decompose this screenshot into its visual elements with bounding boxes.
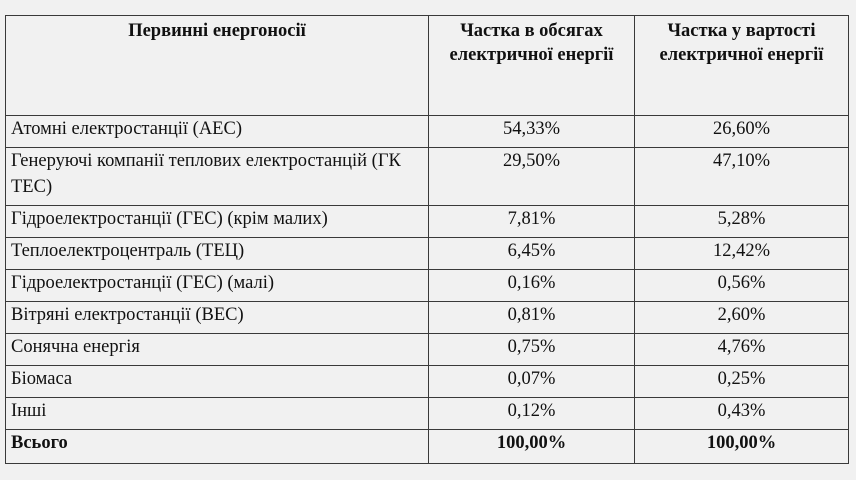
table-row: Інші 0,12% 0,43%	[5, 397, 849, 430]
cell-volume-share: 29,50%	[428, 147, 635, 206]
cell-cost-share: 5,28%	[634, 205, 849, 238]
cell-cost-share: 2,60%	[634, 301, 849, 334]
cell-cost-share: 26,60%	[634, 115, 849, 148]
cell-total-volume: 100,00%	[428, 429, 635, 464]
header-primary-sources: Первинні енергоносії	[5, 15, 429, 116]
cell-cost-share: 4,76%	[634, 333, 849, 366]
header-volume-share: Частка в обсягах електричної енергії	[428, 15, 635, 116]
cell-cost-share: 0,43%	[634, 397, 849, 430]
table-row: Гідроелектростанції (ГЕС) (крім малих) 7…	[5, 205, 849, 238]
cell-volume-share: 7,81%	[428, 205, 635, 238]
cell-source-name: Гідроелектростанції (ГЕС) (крім малих)	[5, 205, 429, 238]
cell-total-label: Всього	[5, 429, 429, 464]
cell-volume-share: 54,33%	[428, 115, 635, 148]
cell-volume-share: 6,45%	[428, 237, 635, 270]
cell-volume-share: 0,81%	[428, 301, 635, 334]
cell-cost-share: 47,10%	[634, 147, 849, 206]
energy-share-table: Первинні енергоносії Частка в обсягах ел…	[5, 15, 849, 464]
cell-volume-share: 0,12%	[428, 397, 635, 430]
cell-cost-share: 0,25%	[634, 365, 849, 398]
cell-total-cost: 100,00%	[634, 429, 849, 464]
table-row: Гідроелектростанції (ГЕС) (малі) 0,16% 0…	[5, 269, 849, 302]
table-row: Атомні електростанції (АЕС) 54,33% 26,60…	[5, 115, 849, 148]
cell-source-name: Атомні електростанції (АЕС)	[5, 115, 429, 148]
cell-cost-share: 12,42%	[634, 237, 849, 270]
cell-source-name: Сонячна енергія	[5, 333, 429, 366]
cell-volume-share: 0,75%	[428, 333, 635, 366]
header-cost-share: Частка у вартості електричної енергії	[634, 15, 849, 116]
cell-source-name: Інші	[5, 397, 429, 430]
cell-volume-share: 0,16%	[428, 269, 635, 302]
table-row: Сонячна енергія 0,75% 4,76%	[5, 333, 849, 366]
cell-source-name: Біомаса	[5, 365, 429, 398]
table-row: Вітряні електростанції (ВЕС) 0,81% 2,60%	[5, 301, 849, 334]
cell-source-name: Теплоелектроцентраль (ТЕЦ)	[5, 237, 429, 270]
cell-source-name: Генеруючі компанії теплових електростанц…	[5, 147, 429, 206]
table-total-row: Всього 100,00% 100,00%	[5, 429, 849, 464]
cell-source-name: Вітряні електростанції (ВЕС)	[5, 301, 429, 334]
cell-volume-share: 0,07%	[428, 365, 635, 398]
table-row: Генеруючі компанії теплових електростанц…	[5, 147, 849, 206]
cell-source-name: Гідроелектростанції (ГЕС) (малі)	[5, 269, 429, 302]
table-row: Теплоелектроцентраль (ТЕЦ) 6,45% 12,42%	[5, 237, 849, 270]
table-header-row: Первинні енергоносії Частка в обсягах ел…	[5, 15, 849, 116]
cell-cost-share: 0,56%	[634, 269, 849, 302]
table-row: Біомаса 0,07% 0,25%	[5, 365, 849, 398]
